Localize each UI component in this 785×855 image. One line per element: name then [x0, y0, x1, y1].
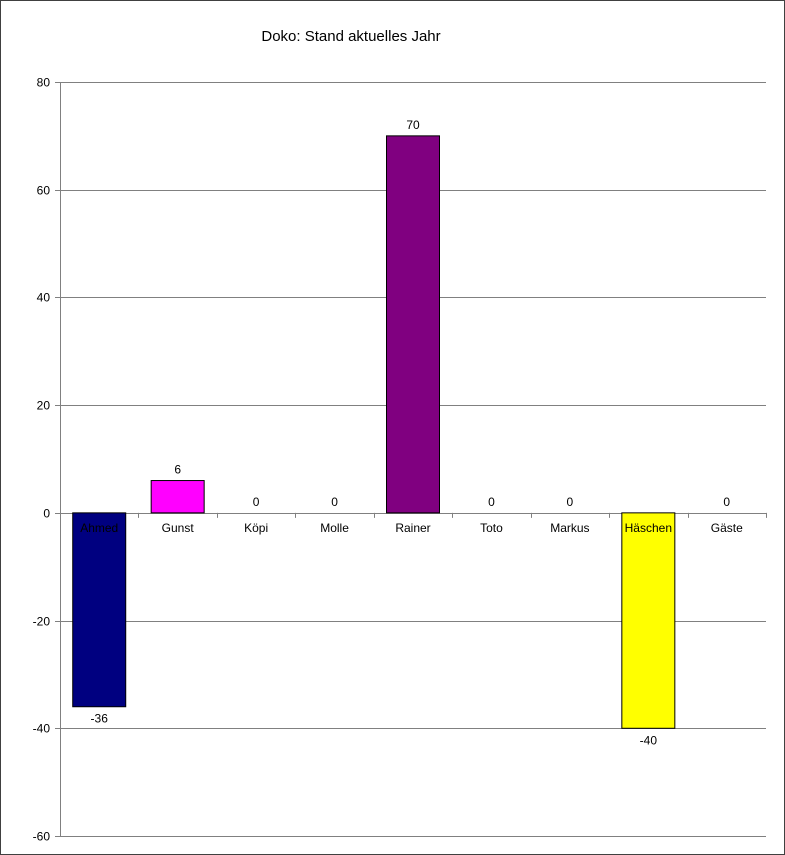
data-label: -40	[640, 733, 658, 747]
y-tick-label: 20	[37, 399, 51, 413]
data-label: 0	[488, 495, 495, 509]
chart-title: Doko: Stand aktuelles Jahr	[261, 28, 440, 45]
y-tick-label: -20	[33, 615, 51, 629]
x-tick-label: Häschen	[625, 521, 672, 535]
x-tick-label: Toto	[480, 521, 503, 535]
x-tick-label: Gunst	[162, 521, 195, 535]
y-tick-label: 0	[43, 507, 50, 521]
y-tick-label: -40	[33, 722, 51, 736]
x-tick-label: Markus	[550, 521, 589, 535]
bar-ahmed	[72, 512, 127, 708]
data-label: 0	[723, 495, 730, 509]
data-label: -36	[91, 712, 109, 726]
bar-rainer	[386, 135, 440, 514]
x-tick-label: Köpi	[244, 521, 268, 535]
y-tick-label: 80	[37, 76, 51, 90]
data-label: 0	[567, 495, 574, 509]
data-label: 70	[406, 118, 420, 132]
x-tick-label: Ahmed	[80, 521, 118, 535]
x-tick-label: Rainer	[395, 521, 430, 535]
x-tick-label: Molle	[320, 521, 349, 535]
bar-gunst	[150, 480, 205, 514]
data-label: 0	[331, 495, 338, 509]
x-tick-label: Gäste	[711, 521, 743, 535]
bar-häschen	[621, 512, 676, 729]
data-label: 0	[253, 495, 260, 509]
y-tick-label: 60	[37, 184, 51, 198]
data-label: 6	[174, 463, 181, 477]
y-tick-label: -60	[33, 830, 51, 844]
y-tick-label: 40	[37, 291, 51, 305]
